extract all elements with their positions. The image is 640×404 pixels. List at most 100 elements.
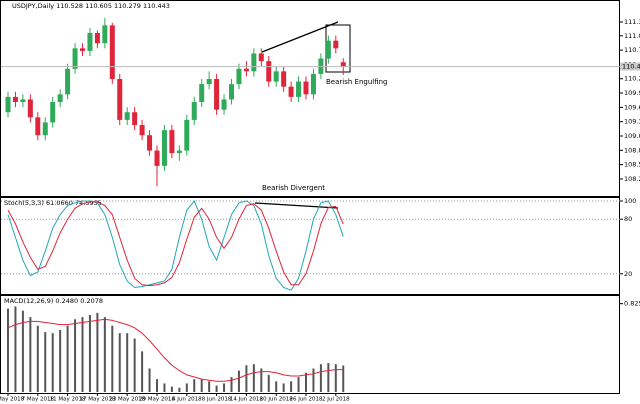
candle-body xyxy=(65,68,71,95)
x-tick-label: 29 May 2018 xyxy=(139,397,175,403)
candle-body xyxy=(154,150,160,166)
price-title: USDJPY,Daily 110.528 110.605 110.279 110… xyxy=(12,2,170,10)
histogram-bar xyxy=(133,338,136,392)
candle-body xyxy=(5,96,11,113)
y-tick-label: 100 xyxy=(624,197,636,205)
candle-body xyxy=(266,61,272,82)
y-tick-label: 109.925 xyxy=(624,89,640,97)
histogram-bar xyxy=(81,317,84,392)
candle-body xyxy=(139,125,145,136)
x-tick-label: 7 May 2018 xyxy=(22,397,55,403)
y-tick-label: 108.525 xyxy=(624,161,640,169)
candle-body xyxy=(303,81,309,95)
histogram-bar xyxy=(208,381,211,392)
indicator-line xyxy=(7,201,344,287)
histogram-bar xyxy=(252,364,255,392)
candle-body xyxy=(57,94,63,102)
histogram-bar xyxy=(111,325,114,392)
histogram-bar xyxy=(21,310,24,392)
candle-body xyxy=(169,130,175,154)
candle-body xyxy=(12,96,18,102)
y-tick-label: 111.315 xyxy=(624,18,640,26)
candle-body xyxy=(87,33,93,51)
candle-body xyxy=(147,135,153,151)
candle-body xyxy=(176,150,182,154)
x-tick-label: 14 Jun 2018 xyxy=(230,397,264,403)
candle-body xyxy=(281,71,287,87)
signal-line xyxy=(7,318,344,382)
candle-body xyxy=(161,130,167,166)
histogram-bar xyxy=(170,386,173,392)
x-tick-label: 2 Jul 2018 xyxy=(322,397,350,403)
histogram-bar xyxy=(327,363,330,392)
x-tick-label: 17 May 2018 xyxy=(79,397,115,403)
candle-body xyxy=(199,84,205,102)
y-tick-label: 108.245 xyxy=(624,175,640,183)
y-tick-label: 109.645 xyxy=(624,103,640,111)
histogram-bar xyxy=(230,377,233,392)
price-panel xyxy=(0,0,620,197)
histogram-bar xyxy=(200,379,203,392)
histogram-bar xyxy=(193,379,196,392)
last-price-tag xyxy=(620,62,640,71)
candle-body xyxy=(184,119,190,151)
x-tick-label: 4 Jun 2018 xyxy=(172,397,202,403)
histogram-bar xyxy=(290,381,293,392)
histogram-bar xyxy=(185,383,188,392)
histogram-bar xyxy=(59,329,62,392)
histogram-bar xyxy=(312,368,315,392)
candle-body xyxy=(296,81,302,97)
last-price-label: 110.443 xyxy=(622,63,640,71)
y-tick-label: 110.765 xyxy=(624,46,640,54)
histogram-bar xyxy=(51,333,54,392)
y-tick-label: 108.805 xyxy=(624,146,640,154)
x-tick-label: 20 Jun 2018 xyxy=(260,397,294,403)
candle-body xyxy=(72,48,78,69)
x-tick-label: 23 May 2018 xyxy=(109,397,145,403)
histogram-bar xyxy=(74,319,77,392)
histogram-bar xyxy=(126,333,129,392)
y-tick-label: 110.205 xyxy=(624,75,640,83)
trend-line xyxy=(261,21,339,53)
histogram-bar xyxy=(178,387,181,392)
x-tick-label: 8 Jun 2018 xyxy=(202,397,232,403)
histogram-bar xyxy=(215,385,218,392)
indicator-line xyxy=(7,200,344,291)
candle-body xyxy=(206,79,212,85)
candle-body xyxy=(310,73,316,95)
x-tick-label: 26 Jun 2018 xyxy=(289,397,323,403)
histogram-bar xyxy=(14,306,17,392)
histogram-bar xyxy=(7,308,9,392)
candle-body xyxy=(117,79,123,120)
histogram-bar xyxy=(237,370,240,392)
candle-body xyxy=(340,62,346,67)
histogram-bar xyxy=(88,314,91,392)
y-tick-label: 80 xyxy=(624,215,632,223)
histogram-bar xyxy=(267,374,270,392)
histogram-bar xyxy=(44,332,47,392)
divergence-line xyxy=(254,202,339,209)
histogram-bar xyxy=(297,377,300,392)
histogram-bar xyxy=(141,351,144,392)
candle-body xyxy=(258,53,264,62)
histogram-bar xyxy=(319,364,322,392)
histogram-bar xyxy=(223,383,226,392)
candle-body xyxy=(236,68,242,85)
histogram-bar xyxy=(163,383,166,392)
candle-body xyxy=(251,53,257,72)
y-tick-label: 109.365 xyxy=(624,118,640,126)
candle-body xyxy=(243,68,249,72)
candle-body xyxy=(27,99,33,118)
candle-body xyxy=(94,33,100,44)
candle-body xyxy=(333,40,339,49)
histogram-bar xyxy=(36,325,39,392)
histogram-bar xyxy=(342,365,345,392)
candle-body xyxy=(191,102,197,120)
candle-body xyxy=(221,99,227,110)
y-tick-label: 0.8256 xyxy=(624,300,640,308)
candle-body xyxy=(35,117,41,136)
annotation: Bearish Engulfing xyxy=(326,78,388,86)
stoch-title: Stoch(5,3,3) 61.0660 74.5955 xyxy=(4,199,102,207)
candle-body xyxy=(102,25,108,44)
x-tick-label: 11 May 2018 xyxy=(50,397,86,403)
